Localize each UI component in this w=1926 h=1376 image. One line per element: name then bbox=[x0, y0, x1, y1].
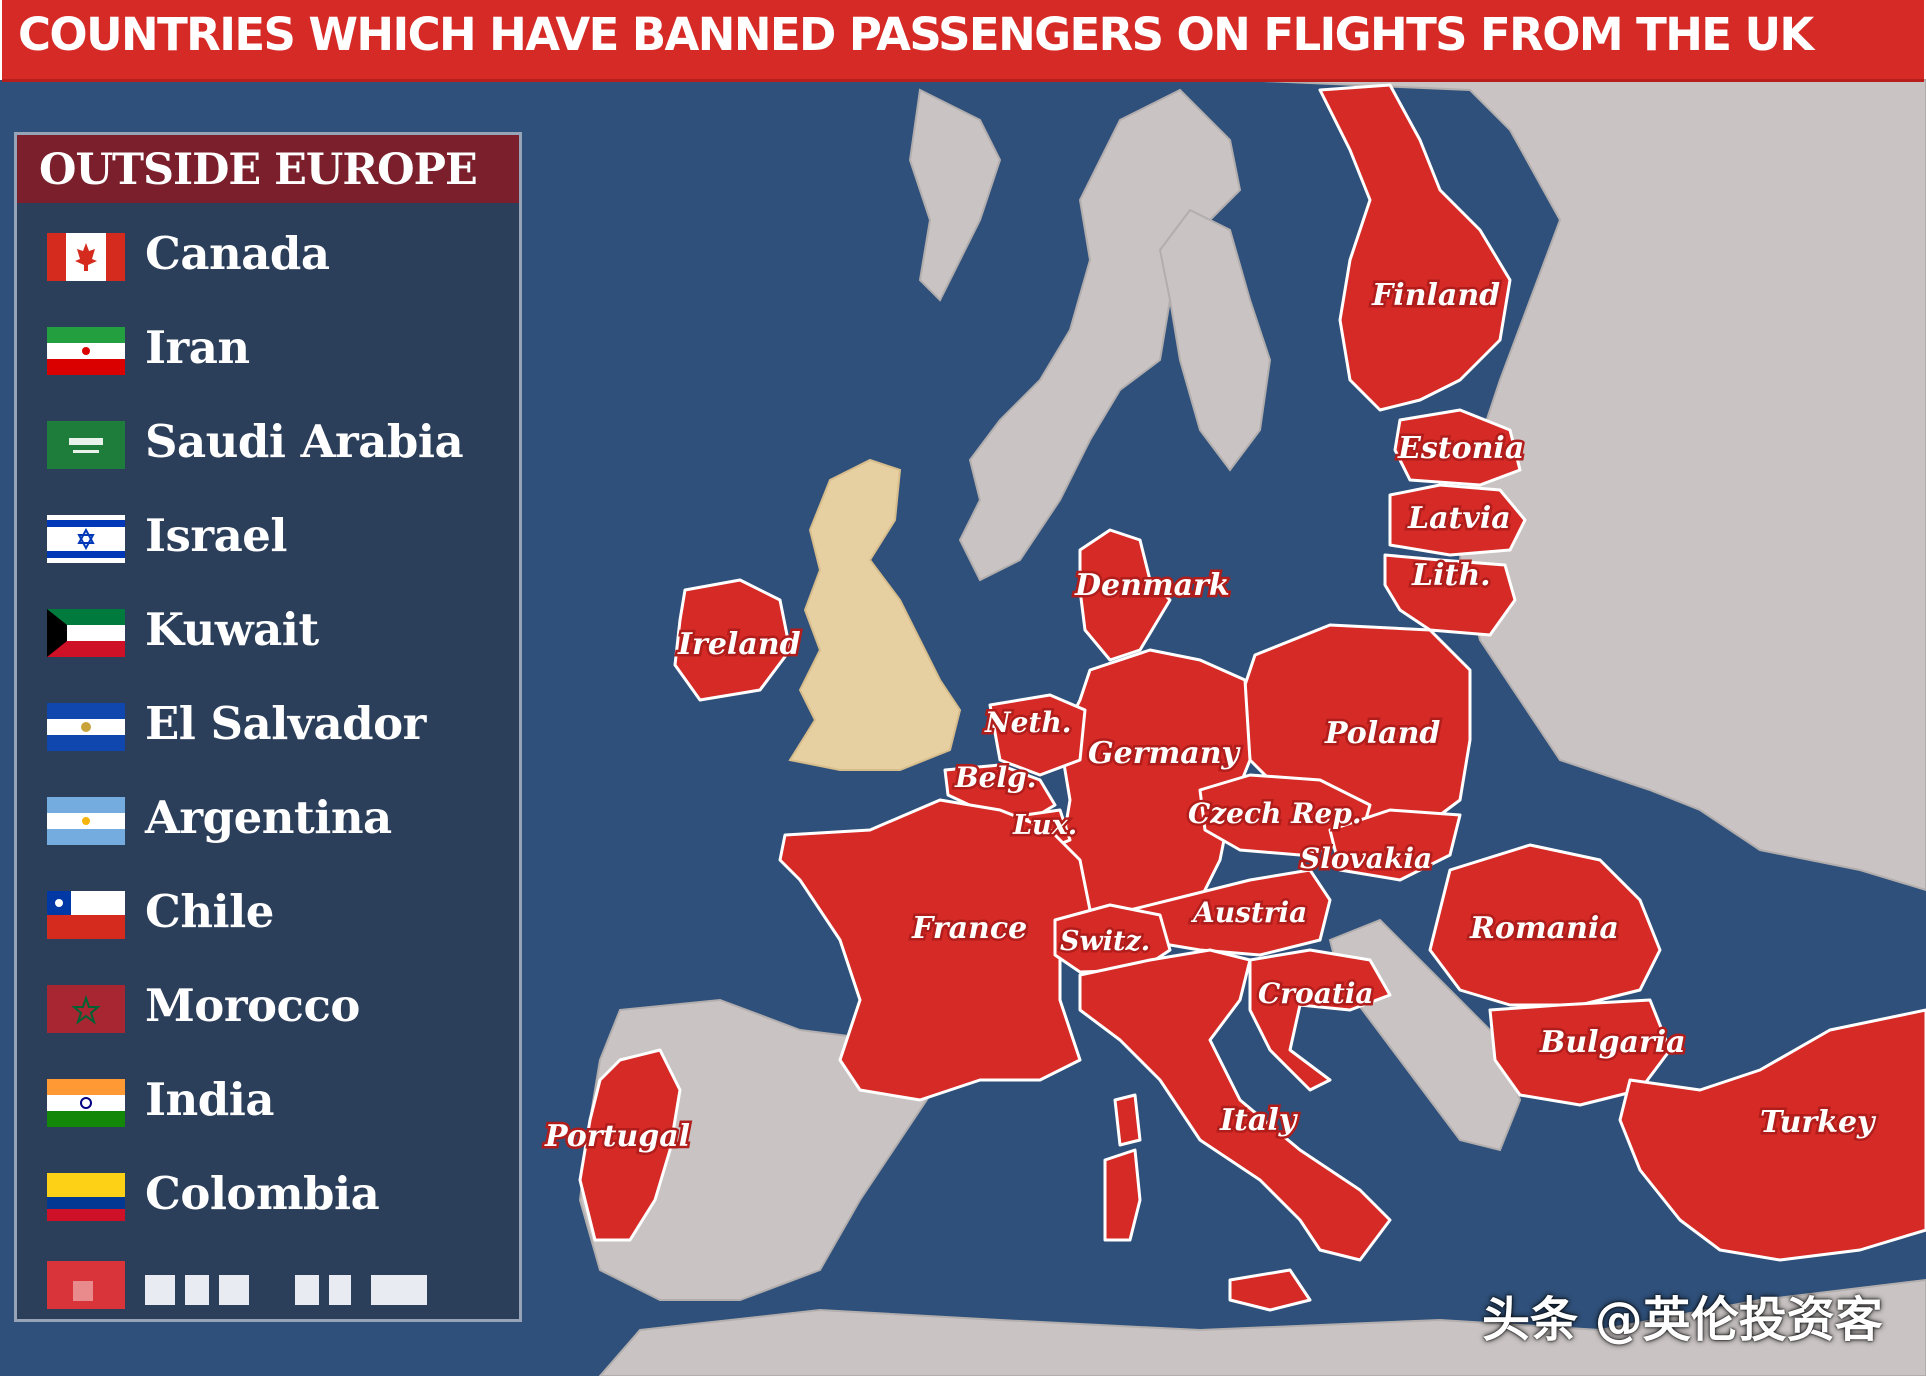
label-france: France bbox=[911, 911, 1027, 946]
romania-shape bbox=[1428, 843, 1662, 1007]
chile-flag-icon bbox=[47, 891, 125, 939]
country-name: India bbox=[145, 1073, 274, 1126]
israel-flag-icon bbox=[47, 515, 125, 563]
country-name: Canada bbox=[145, 227, 330, 280]
turkey-shape bbox=[1618, 1008, 1926, 1262]
header-bar: COUNTRIES WHICH HAVE BANNED PASSENGERS O… bbox=[2, 0, 1924, 82]
country-name: Iran bbox=[145, 321, 250, 374]
label-ireland: Ireland bbox=[677, 627, 801, 662]
latvia-shape bbox=[1388, 483, 1527, 557]
label-switzerland: Switz. bbox=[1060, 926, 1150, 957]
legend-item-india: India bbox=[17, 1063, 519, 1143]
legend-panel: OUTSIDE EUROPE Canada Iran Saudi Arabia bbox=[14, 132, 522, 1322]
country-name: Israel bbox=[145, 509, 287, 562]
sardinia-shape bbox=[1103, 1148, 1142, 1242]
country-name: Saudi Arabia bbox=[145, 415, 464, 468]
argentina-flag-icon bbox=[47, 797, 125, 845]
legend-item-chile: Chile bbox=[17, 875, 519, 955]
label-austria: Austria bbox=[1190, 896, 1307, 929]
colombia-flag-icon bbox=[47, 1173, 125, 1221]
croatia-shape bbox=[1248, 948, 1392, 1092]
label-latvia: Latvia bbox=[1407, 501, 1511, 536]
label-estonia: Estonia bbox=[1397, 431, 1524, 466]
india-flag-icon bbox=[47, 1079, 125, 1127]
banned-countries bbox=[578, 83, 1926, 1312]
legend-title: OUTSIDE EUROPE bbox=[39, 145, 478, 195]
blurred-country-name bbox=[145, 1275, 429, 1305]
legend-item-argentina: Argentina bbox=[17, 781, 519, 861]
estonia-shape bbox=[1393, 408, 1522, 487]
country-labels: Finland Estonia Latvia Lith. Denmark Ire… bbox=[542, 276, 1880, 1157]
country-name: Argentina bbox=[145, 791, 392, 844]
watermark-text: 头条 @英伦投资客 bbox=[1482, 1292, 1883, 1348]
legend-item-el-salvador: El Salvador bbox=[17, 687, 519, 767]
france-shape bbox=[778, 798, 1092, 1102]
slovakia-shape bbox=[1328, 808, 1462, 882]
label-denmark: Denmark bbox=[1074, 568, 1230, 603]
morocco-flag-icon bbox=[47, 985, 125, 1033]
label-netherlands: Neth. bbox=[984, 706, 1071, 739]
canada-flag-icon bbox=[47, 233, 125, 281]
legend-item-blurred bbox=[17, 1245, 519, 1325]
legend-item-morocco: Morocco bbox=[17, 969, 519, 1049]
label-bulgaria: Bulgaria bbox=[1539, 1025, 1686, 1060]
country-name: Morocco bbox=[145, 979, 360, 1032]
country-name: Chile bbox=[145, 885, 274, 938]
country-name: El Salvador bbox=[145, 697, 426, 750]
label-belgium: Belg. bbox=[954, 761, 1036, 794]
denmark-shape bbox=[1078, 528, 1172, 662]
label-croatia: Croatia bbox=[1258, 977, 1374, 1010]
lithuania-shape bbox=[1383, 553, 1517, 637]
label-poland: Poland bbox=[1324, 716, 1440, 751]
sicily-shape bbox=[1228, 1268, 1312, 1312]
legend-item-iran: Iran bbox=[17, 311, 519, 391]
legend-header: OUTSIDE EUROPE bbox=[17, 135, 519, 203]
legend-item-kuwait: Kuwait bbox=[17, 593, 519, 673]
label-germany: Germany bbox=[1088, 736, 1242, 771]
label-lithuania: Lith. bbox=[1411, 558, 1491, 593]
country-name: Colombia bbox=[145, 1167, 380, 1220]
iran-flag-icon bbox=[47, 327, 125, 375]
label-finland: Finland bbox=[1371, 278, 1500, 313]
label-portugal: Portugal bbox=[544, 1119, 690, 1154]
label-italy: Italy bbox=[1219, 1103, 1299, 1138]
uk-shape bbox=[788, 458, 962, 771]
page-title: COUNTRIES WHICH HAVE BANNED PASSENGERS O… bbox=[18, 8, 1814, 61]
legend-item-colombia: Colombia bbox=[17, 1157, 519, 1237]
portugal-shape bbox=[578, 1048, 682, 1242]
label-slovakia: Slovakia bbox=[1300, 842, 1432, 875]
legend-item-saudi-arabia: Saudi Arabia bbox=[17, 405, 519, 485]
label-luxembourg: Lux. bbox=[1012, 810, 1077, 841]
ireland-shape bbox=[673, 578, 792, 702]
saudi-arabia-flag-icon bbox=[47, 421, 125, 469]
label-romania: Romania bbox=[1469, 911, 1619, 946]
corsica-shape bbox=[1113, 1093, 1142, 1147]
kuwait-flag-icon bbox=[47, 609, 125, 657]
label-turkey: Turkey bbox=[1760, 1105, 1877, 1140]
blurred-flag-icon bbox=[47, 1261, 125, 1309]
legend-item-canada: Canada bbox=[17, 217, 519, 297]
country-name: Kuwait bbox=[145, 603, 319, 656]
finland-shape bbox=[1318, 83, 1512, 412]
label-czech: Czech Rep. bbox=[1188, 797, 1362, 830]
el-salvador-flag-icon bbox=[47, 703, 125, 751]
legend-item-israel: Israel bbox=[17, 499, 519, 579]
netherlands-shape bbox=[988, 693, 1087, 777]
